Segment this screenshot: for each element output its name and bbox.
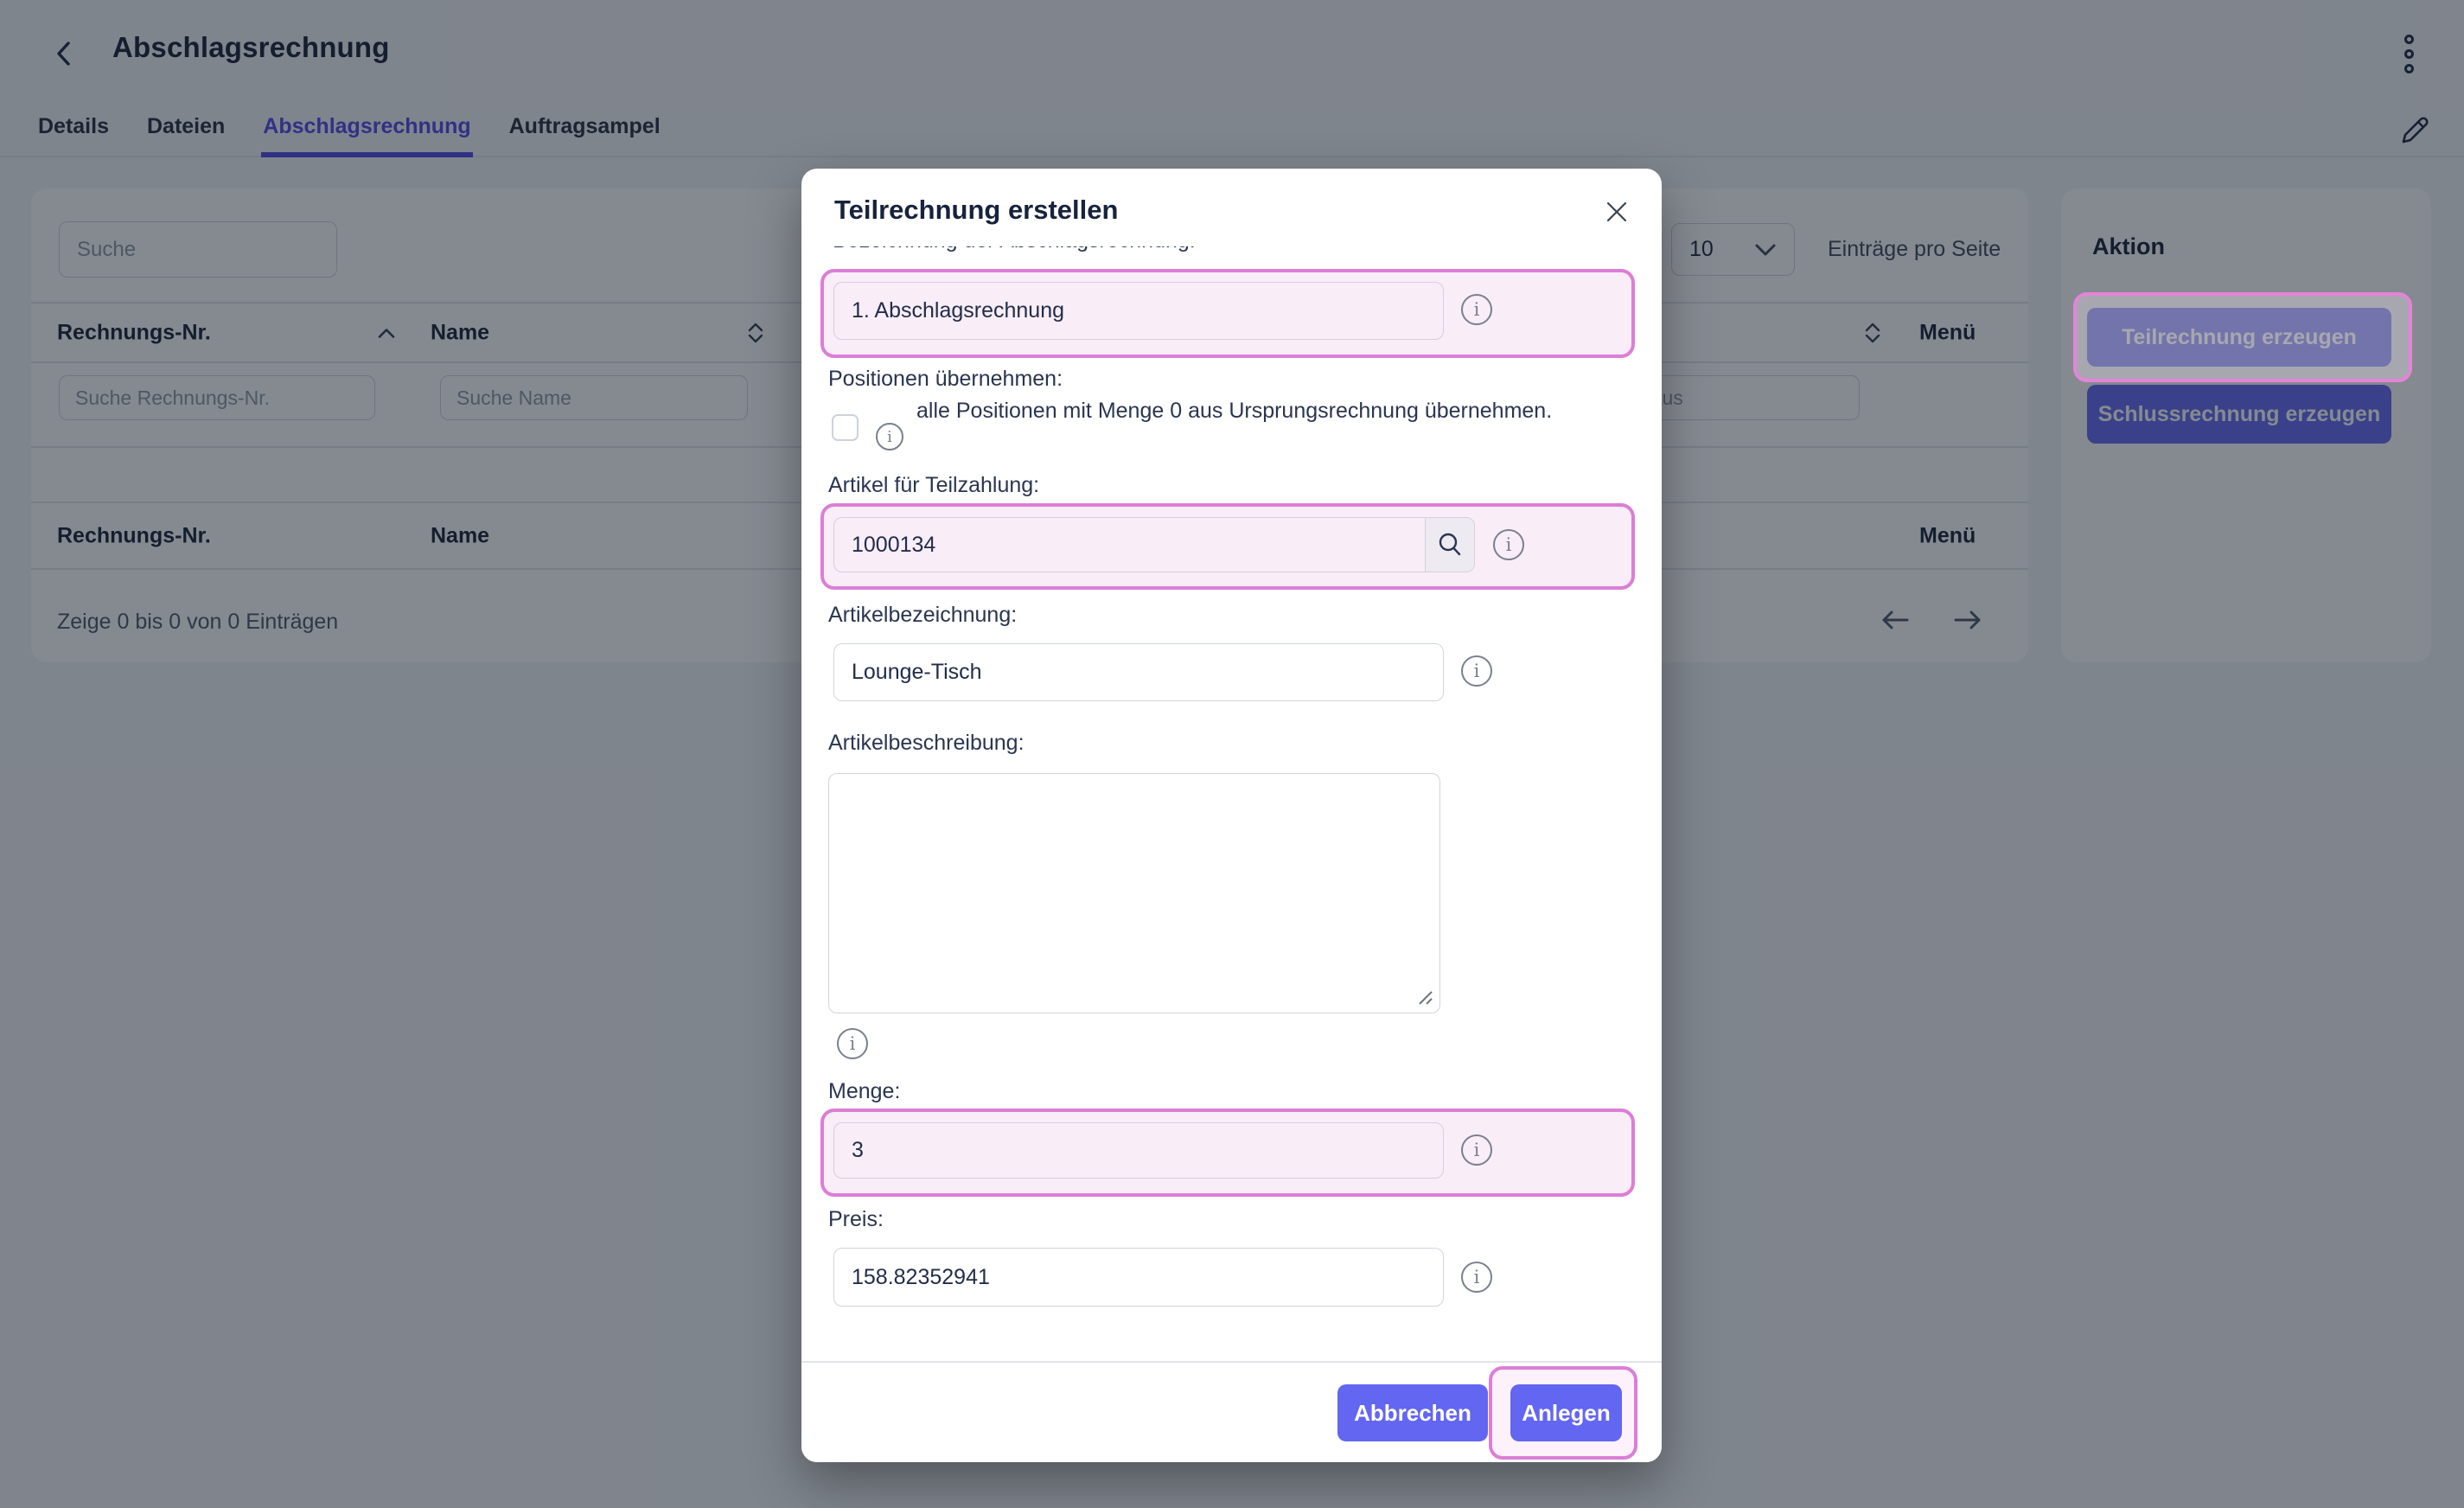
artikel-search-button[interactable] [1425, 518, 1474, 572]
submit-button[interactable]: Anlegen [1510, 1384, 1622, 1441]
artikel-input-group [833, 517, 1475, 572]
preis-input[interactable] [833, 1248, 1444, 1307]
cancel-button[interactable]: Abbrechen [1337, 1384, 1488, 1441]
modal-title: Teilrechnung erstellen [834, 195, 1119, 225]
menge-input[interactable] [833, 1122, 1444, 1179]
artikelbezeichnung-label: Artikelbezeichnung: [828, 603, 1018, 627]
info-icon[interactable]: i [1493, 529, 1524, 560]
artikel-input[interactable] [834, 518, 1425, 572]
info-icon[interactable]: i [1461, 1134, 1492, 1166]
modal-close-button[interactable] [1599, 195, 1634, 229]
artikelbeschreibung-label: Artikelbeschreibung: [828, 731, 1025, 755]
teilrechnung-modal: Teilrechnung erstellen Bezeichnung der A… [801, 169, 1662, 1462]
artikel-label: Artikel für Teilzahlung: [828, 473, 1040, 497]
bezeichnung-input[interactable] [833, 282, 1444, 340]
info-icon[interactable]: i [1461, 655, 1492, 687]
positionen-checkbox-text: alle Positionen mit Menge 0 aus Ursprung… [916, 399, 1553, 423]
preis-label: Preis: [828, 1207, 884, 1231]
artikelbezeichnung-input[interactable] [833, 643, 1444, 701]
info-icon[interactable]: i [1461, 294, 1492, 325]
artikelbeschreibung-textarea[interactable] [828, 773, 1440, 1013]
info-icon[interactable]: i [876, 423, 903, 450]
clipped-field-label: Bezeichnung der Abschlagsrechnung: [833, 246, 1490, 258]
highlight-ring-teilrechnung-button [2073, 292, 2412, 382]
positionen-label: Positionen übernehmen: [828, 367, 1063, 391]
info-icon[interactable]: i [1461, 1262, 1492, 1293]
menge-label: Menge: [828, 1079, 901, 1103]
info-icon[interactable]: i [837, 1028, 868, 1059]
close-icon [1603, 198, 1631, 226]
search-icon [1435, 530, 1465, 559]
positionen-checkbox[interactable] [832, 414, 859, 441]
